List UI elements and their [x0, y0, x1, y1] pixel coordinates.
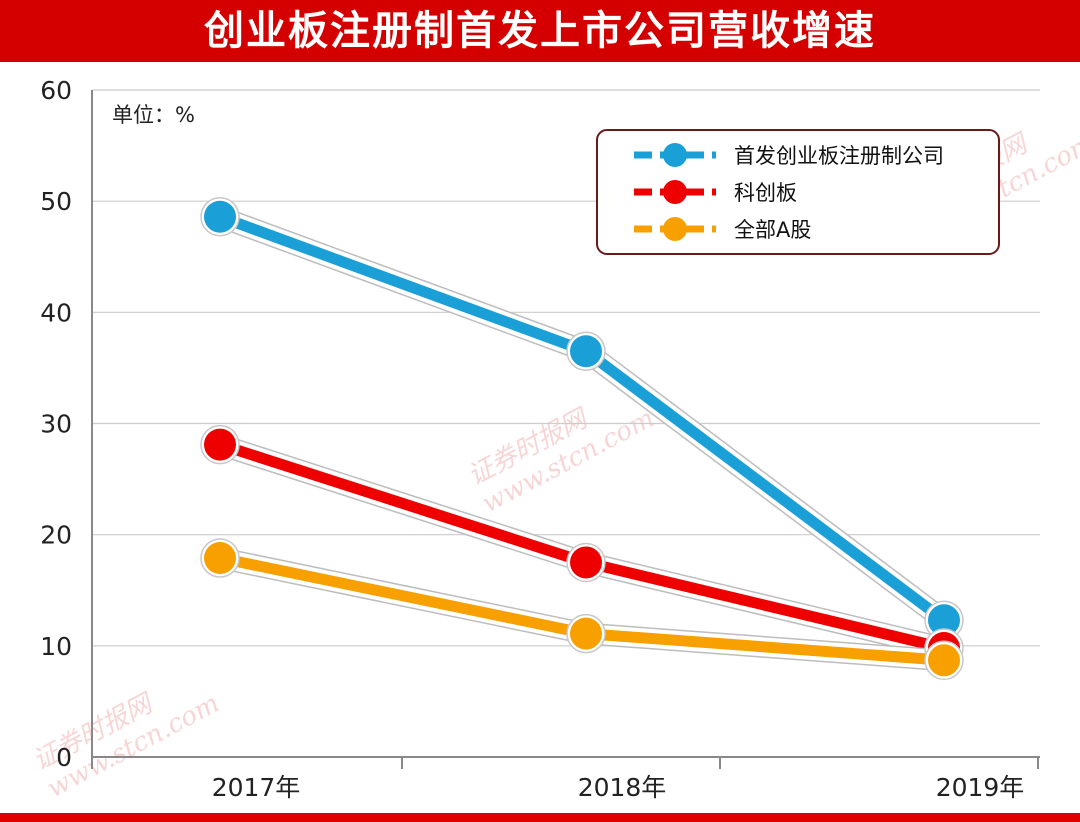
y-tick-label: 0 [56, 743, 72, 772]
data-point [570, 335, 602, 368]
data-point [928, 604, 960, 637]
x-tick-label: 2019年 [936, 773, 1025, 802]
series-lines [209, 205, 955, 672]
legend-label: 全部A股 [734, 218, 811, 242]
data-point [570, 546, 602, 579]
y-tick-label: 10 [40, 632, 72, 661]
legend-swatch-marker [663, 217, 687, 241]
y-tick-label: 20 [40, 521, 72, 550]
legend-box [596, 129, 1000, 255]
legend-label: 首发创业板注册制公司 [734, 144, 944, 168]
data-point [570, 617, 602, 650]
y-tick-label: 40 [40, 298, 72, 327]
y-tick-label: 50 [40, 187, 72, 216]
legend-label: 科创板 [734, 181, 797, 205]
legend-swatch-marker [663, 180, 687, 204]
y-tick-label: 60 [40, 76, 72, 105]
title-bar [0, 0, 1080, 62]
legend-swatch-marker [663, 143, 687, 167]
unit-label: 单位：% [112, 103, 195, 127]
bottom-bar [0, 813, 1080, 822]
series-markers [200, 196, 964, 681]
data-point [204, 542, 236, 575]
chart-title: 创业板注册制首发上市公司营收增速 [204, 8, 876, 54]
gridlines [92, 89, 1040, 647]
data-point [204, 200, 236, 233]
data-point [204, 428, 236, 461]
x-tick-label: 2018年 [578, 773, 667, 802]
x-tick-label: 2017年 [212, 773, 301, 802]
axes: 0 10 20 30 40 50 60 2017年 2018年 2019年 [40, 76, 1040, 802]
data-point [928, 644, 960, 677]
y-tick-label: 30 [40, 410, 72, 439]
